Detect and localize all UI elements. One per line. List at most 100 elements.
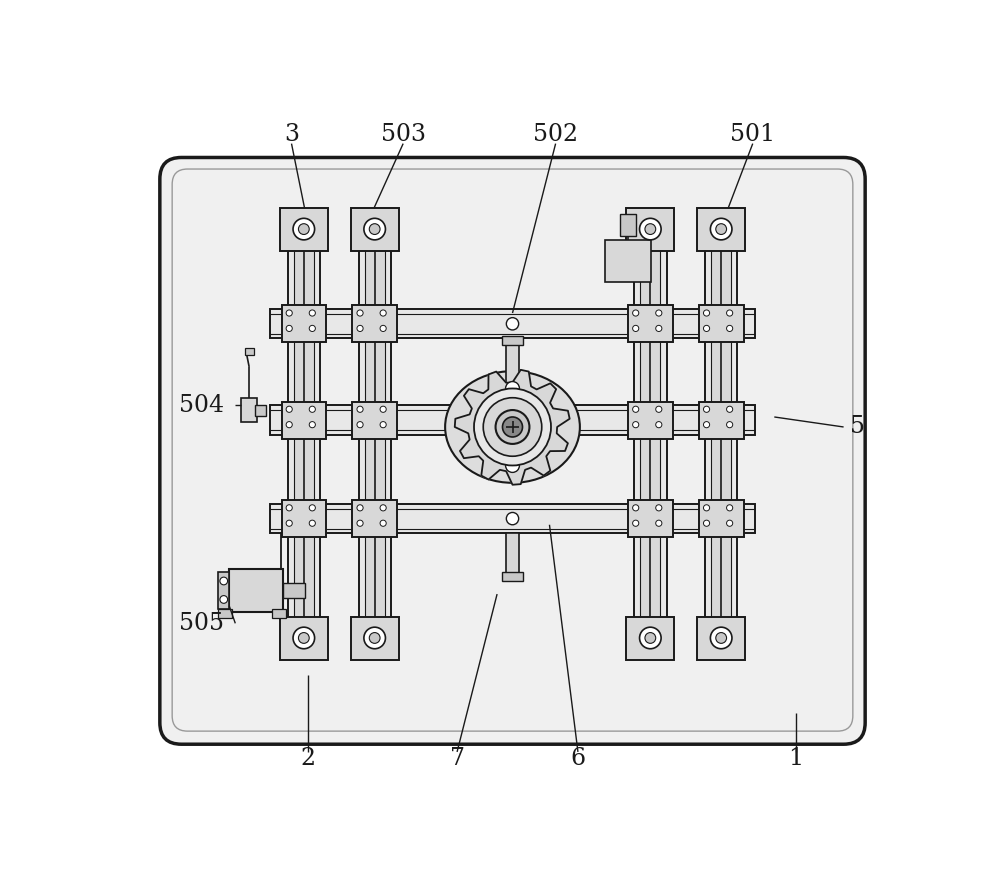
- Circle shape: [220, 577, 228, 585]
- Bar: [280, 618, 328, 660]
- Circle shape: [633, 325, 639, 331]
- Text: 6: 6: [570, 746, 586, 770]
- Circle shape: [630, 318, 642, 330]
- Circle shape: [727, 406, 733, 413]
- Text: 5: 5: [850, 415, 865, 439]
- Bar: [270, 504, 755, 533]
- Circle shape: [703, 325, 710, 331]
- Circle shape: [369, 632, 380, 643]
- Circle shape: [727, 520, 733, 526]
- Circle shape: [506, 382, 519, 395]
- Bar: [711, 223, 731, 646]
- Bar: [255, 406, 266, 416]
- Bar: [218, 572, 229, 609]
- Text: 505: 505: [179, 611, 224, 635]
- Circle shape: [380, 520, 386, 526]
- Circle shape: [309, 421, 315, 427]
- Circle shape: [357, 406, 363, 413]
- Circle shape: [630, 413, 642, 427]
- Circle shape: [369, 223, 380, 235]
- Bar: [283, 583, 305, 598]
- Bar: [697, 618, 745, 660]
- Bar: [282, 306, 326, 343]
- Text: 2: 2: [301, 746, 316, 770]
- Circle shape: [309, 520, 315, 526]
- Circle shape: [716, 632, 727, 643]
- Circle shape: [364, 218, 385, 240]
- Bar: [351, 208, 399, 251]
- Bar: [280, 208, 328, 251]
- Circle shape: [309, 325, 315, 331]
- Text: 503: 503: [381, 123, 426, 146]
- Circle shape: [506, 512, 519, 525]
- Circle shape: [718, 413, 730, 427]
- Bar: [218, 609, 232, 618]
- Circle shape: [645, 632, 656, 643]
- Circle shape: [357, 505, 363, 511]
- Circle shape: [309, 310, 315, 316]
- Bar: [628, 306, 673, 343]
- Circle shape: [295, 512, 307, 525]
- Bar: [620, 215, 636, 236]
- Bar: [506, 533, 519, 576]
- Circle shape: [298, 223, 309, 235]
- Text: 504: 504: [179, 394, 224, 417]
- Circle shape: [710, 627, 732, 649]
- Circle shape: [633, 520, 639, 526]
- Circle shape: [727, 505, 733, 511]
- Bar: [241, 398, 257, 422]
- Circle shape: [718, 512, 730, 525]
- Text: 1: 1: [788, 746, 803, 770]
- Circle shape: [703, 520, 710, 526]
- Bar: [640, 223, 660, 646]
- Circle shape: [656, 310, 662, 316]
- Circle shape: [383, 318, 395, 330]
- Bar: [352, 401, 397, 439]
- Circle shape: [357, 325, 363, 331]
- Circle shape: [633, 406, 639, 413]
- Circle shape: [710, 218, 732, 240]
- Circle shape: [506, 413, 519, 427]
- Bar: [634, 215, 667, 653]
- Bar: [697, 208, 745, 251]
- Circle shape: [703, 505, 710, 511]
- Bar: [352, 500, 397, 537]
- Bar: [288, 215, 320, 653]
- Circle shape: [633, 421, 639, 427]
- Circle shape: [380, 505, 386, 511]
- Circle shape: [506, 458, 519, 472]
- Circle shape: [656, 325, 662, 331]
- Circle shape: [630, 512, 642, 525]
- Circle shape: [298, 632, 309, 643]
- Bar: [229, 569, 283, 611]
- Circle shape: [309, 406, 315, 413]
- Bar: [245, 348, 254, 356]
- Bar: [270, 309, 755, 338]
- Bar: [294, 223, 314, 646]
- Circle shape: [364, 627, 385, 649]
- Circle shape: [656, 406, 662, 413]
- Text: 7: 7: [450, 746, 465, 770]
- Circle shape: [357, 520, 363, 526]
- Circle shape: [483, 398, 542, 456]
- Circle shape: [640, 627, 661, 649]
- Bar: [365, 223, 385, 646]
- FancyBboxPatch shape: [160, 158, 865, 745]
- Bar: [282, 401, 326, 439]
- Ellipse shape: [445, 371, 580, 483]
- Circle shape: [633, 310, 639, 316]
- Circle shape: [293, 218, 315, 240]
- Text: 502: 502: [533, 123, 578, 146]
- Circle shape: [380, 310, 386, 316]
- Circle shape: [383, 512, 395, 525]
- Bar: [358, 215, 391, 653]
- Bar: [351, 618, 399, 660]
- Circle shape: [380, 406, 386, 413]
- Bar: [626, 618, 674, 660]
- Circle shape: [703, 421, 710, 427]
- Polygon shape: [455, 370, 570, 484]
- Circle shape: [383, 413, 395, 427]
- Circle shape: [286, 421, 292, 427]
- Bar: [282, 500, 326, 537]
- Text: 3: 3: [284, 123, 299, 146]
